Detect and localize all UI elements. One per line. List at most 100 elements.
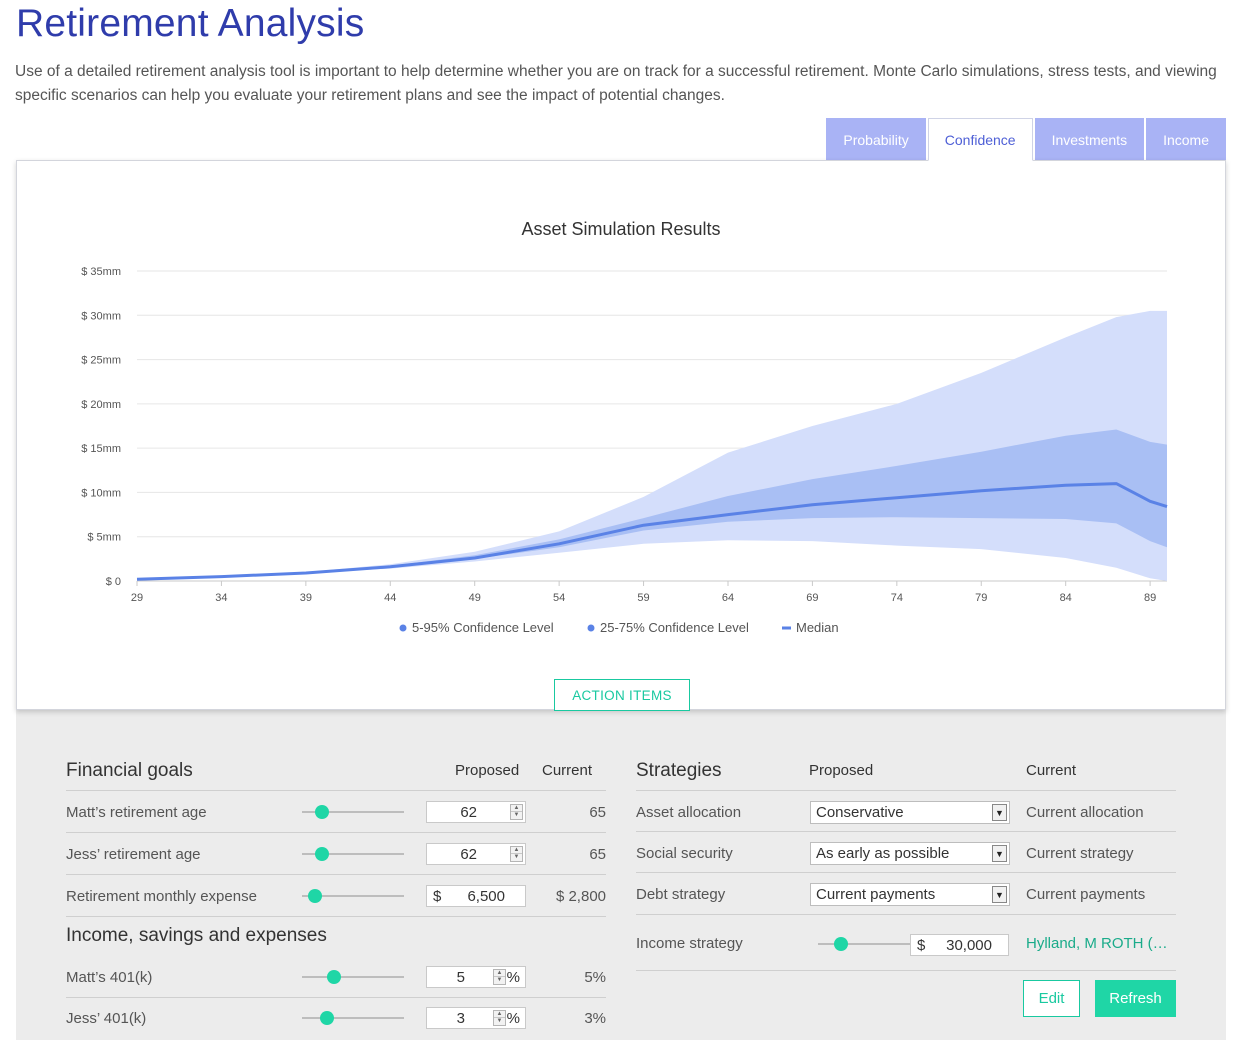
tab-investments[interactable]: Investments <box>1034 118 1145 160</box>
spinner[interactable]: ▲ ▼ <box>510 846 523 862</box>
median-line <box>136 482 1168 581</box>
input-value: 62 <box>460 846 477 863</box>
x-tick-label: 34 <box>215 592 227 604</box>
select-value: Current payments <box>816 886 936 903</box>
jess-retirement-age-slider[interactable] <box>302 847 404 861</box>
debt-strategy-select[interactable]: Current payments ▼ <box>810 883 1010 906</box>
legend-label[interactable]: 25-75% Confidence Level <box>600 620 749 635</box>
inner-confidence-band <box>137 429 1167 580</box>
strategies-current-header: Current <box>1026 762 1077 779</box>
x-tick-label: 74 <box>891 592 903 604</box>
tab-income[interactable]: Income <box>1146 118 1226 160</box>
jess-retirement-age-label: Jess’ retirement age <box>66 846 201 863</box>
spinner[interactable]: ▲ ▼ <box>510 804 523 820</box>
divider <box>636 831 1176 832</box>
spinner[interactable]: ▲ ▼ <box>493 1010 506 1026</box>
jess-retirement-age-input[interactable]: 62 ▲ ▼ <box>426 843 526 865</box>
jess-401k-slider[interactable] <box>302 1011 404 1025</box>
x-tick-label: 44 <box>384 592 396 604</box>
retirement-monthly-expense-slider[interactable] <box>302 889 404 903</box>
matt-retirement-age-slider[interactable] <box>302 805 404 819</box>
matt-401k-input[interactable]: 5 ▲ ▼ % <box>426 966 526 988</box>
social-security-current: Current strategy <box>1026 845 1134 862</box>
spin-down-icon[interactable]: ▼ <box>513 854 520 860</box>
divider <box>66 874 606 875</box>
income-strategy-current-link[interactable]: Hylland, M ROTH (… <box>1026 935 1168 952</box>
slider-thumb[interactable] <box>833 937 848 951</box>
y-tick-label: $ 10mm <box>81 487 121 499</box>
divider <box>66 997 606 998</box>
x-tick-label: 39 <box>300 592 312 604</box>
y-tick-label: $ 25mm <box>81 355 121 367</box>
x-tick-label: 84 <box>1060 592 1072 604</box>
currency-symbol: $ <box>917 937 926 954</box>
spin-down-icon[interactable]: ▼ <box>496 977 503 983</box>
asset-allocation-label: Asset allocation <box>636 804 742 821</box>
slider-thumb[interactable] <box>315 847 330 861</box>
refresh-button[interactable]: Refresh <box>1095 980 1176 1017</box>
slider-thumb[interactable] <box>308 889 323 903</box>
slider-thumb[interactable] <box>319 1011 334 1025</box>
x-tick-label: 69 <box>806 592 818 604</box>
input-value: 30,000 <box>946 937 992 954</box>
tab-probability[interactable]: Probability <box>826 118 926 160</box>
financial-goals-heading: Financial goals <box>66 760 193 781</box>
dropdown-arrow-icon[interactable]: ▼ <box>992 845 1007 862</box>
page-title: Retirement Analysis <box>16 2 365 45</box>
percent-sign: % <box>506 969 520 986</box>
slider-thumb[interactable] <box>315 805 330 819</box>
spin-down-icon[interactable]: ▼ <box>513 812 520 818</box>
y-tick-label: $ 20mm <box>81 399 121 411</box>
retirement-monthly-expense-input[interactable]: $ 6,500 <box>426 885 526 907</box>
dropdown-arrow-icon[interactable]: ▼ <box>992 804 1007 821</box>
social-security-label: Social security <box>636 845 733 862</box>
x-tick-label: 54 <box>553 592 565 604</box>
asset-allocation-select[interactable]: Conservative ▼ <box>810 801 1010 824</box>
y-tick-label: $ 30mm <box>81 310 121 322</box>
income-savings-heading: Income, savings and expenses <box>66 925 327 946</box>
select-value: As early as possible <box>816 845 950 862</box>
spinner[interactable]: ▲ ▼ <box>493 969 506 985</box>
spin-up-icon[interactable]: ▲ <box>511 805 522 812</box>
matt-401k-label: Matt’s 401(k) <box>66 969 153 986</box>
x-tick-label: 49 <box>469 592 481 604</box>
x-tick-label: 29 <box>131 592 143 604</box>
chart-card: Asset Simulation Results $ 0 $ 5mm $ 10mm $… <box>16 160 1226 711</box>
jess-401k-input[interactable]: 3 ▲ ▼ % <box>426 1007 526 1029</box>
tab-confidence[interactable]: Confidence <box>927 118 1033 161</box>
spin-up-icon[interactable]: ▲ <box>511 847 522 854</box>
jess-401k-label: Jess’ 401(k) <box>66 1010 147 1027</box>
edit-button[interactable]: Edit <box>1023 980 1080 1017</box>
jess-401k-current: 3% <box>584 1010 606 1027</box>
divider <box>636 914 1176 915</box>
matt-retirement-age-label: Matt’s retirement age <box>66 804 207 821</box>
income-strategy-input[interactable]: $ 30,000 <box>910 934 1009 956</box>
legend-label[interactable]: 5-95% Confidence Level <box>412 620 554 635</box>
y-tick-label: $ 0 <box>106 576 121 588</box>
social-security-select[interactable]: As early as possible ▼ <box>810 842 1010 865</box>
debt-strategy-current: Current payments <box>1026 886 1146 903</box>
matt-retirement-age-input[interactable]: 62 ▲ ▼ <box>426 801 526 823</box>
x-tick-label: 64 <box>722 592 734 604</box>
retirement-monthly-expense-label: Retirement monthly expense <box>66 888 257 905</box>
matt-401k-slider[interactable] <box>302 970 404 984</box>
legend-label[interactable]: Median <box>796 620 839 635</box>
x-tick-label: 89 <box>1144 592 1156 604</box>
goals-proposed-header: Proposed <box>455 762 520 779</box>
input-value: 6,500 <box>467 888 505 905</box>
divider <box>66 790 606 791</box>
matt-retirement-age-current: 65 <box>589 804 606 821</box>
income-strategy-slider[interactable] <box>818 937 920 951</box>
dropdown-arrow-icon[interactable]: ▼ <box>992 886 1007 903</box>
action-items-button[interactable]: ACTION ITEMS <box>554 679 690 711</box>
percent-sign: % <box>506 1010 520 1027</box>
slider-thumb[interactable] <box>326 970 341 984</box>
intro-text: Use of a detailed retirement analysis to… <box>15 63 1217 104</box>
spin-up-icon[interactable]: ▲ <box>494 1011 505 1018</box>
asset-simulation-chart: Asset Simulation Results $ 0 $ 5mm $ 10mm $… <box>81 219 1168 635</box>
spin-down-icon[interactable]: ▼ <box>496 1018 503 1024</box>
divider <box>636 790 1176 791</box>
chart-tabs: Probability Confidence Investments Incom… <box>824 118 1226 161</box>
asset-allocation-current: Current allocation <box>1026 804 1144 821</box>
spin-up-icon[interactable]: ▲ <box>494 970 505 977</box>
